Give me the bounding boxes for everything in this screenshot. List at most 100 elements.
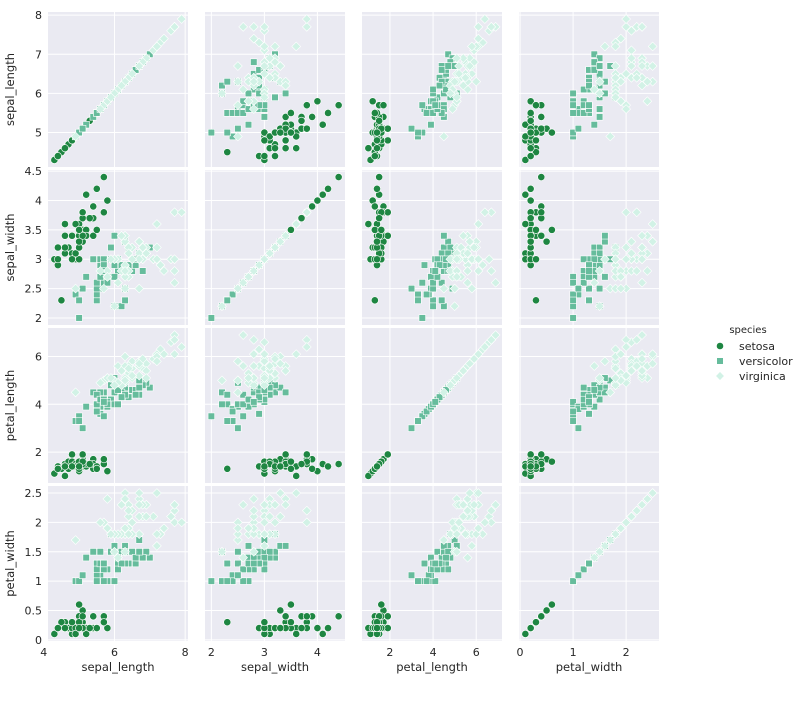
point-versicolor — [223, 391, 231, 399]
point-virginica — [458, 80, 469, 91]
point-virginica — [467, 541, 477, 551]
point-versicolor — [435, 261, 444, 269]
point-virginica — [259, 92, 270, 103]
y-tick-label: 6 — [35, 87, 42, 100]
point-virginica — [615, 283, 626, 294]
point-setosa — [532, 618, 540, 627]
point-virginica — [275, 511, 286, 522]
point-virginica — [490, 277, 501, 288]
point-setosa — [75, 237, 84, 246]
y-tick-label: 2 — [35, 516, 42, 529]
point-setosa — [521, 220, 530, 228]
point-versicolor — [574, 125, 582, 133]
point-virginica — [159, 523, 169, 534]
point-versicolor — [418, 412, 426, 420]
point-virginica — [259, 337, 270, 348]
point-versicolor — [423, 290, 431, 299]
point-virginica — [248, 22, 259, 32]
point-versicolor — [435, 393, 444, 401]
point-virginica — [486, 266, 497, 276]
point-virginica — [589, 84, 600, 95]
point-virginica — [301, 517, 312, 528]
point-virginica — [259, 356, 270, 367]
point-virginica — [647, 61, 658, 71]
points-group — [521, 488, 658, 638]
point-versicolor — [79, 571, 87, 579]
legend-marker-versicolor — [716, 357, 724, 365]
point-virginica — [647, 41, 658, 52]
points-group — [207, 14, 343, 164]
point-virginica — [462, 266, 473, 276]
point-virginica — [642, 96, 653, 107]
point-versicolor — [414, 296, 422, 304]
point-virginica — [447, 104, 458, 114]
point-versicolor — [569, 109, 577, 117]
point-virginica — [458, 230, 469, 241]
point-virginica — [605, 387, 616, 398]
point-setosa — [526, 462, 535, 471]
y-axis-title: petal_width — [3, 530, 17, 597]
point-setosa — [260, 462, 269, 471]
point-virginica — [176, 517, 187, 528]
point-setosa — [532, 148, 540, 157]
panel-petal_length-vs-sepal_length — [48, 328, 188, 483]
point-versicolor — [223, 78, 231, 86]
point-setosa — [271, 152, 279, 160]
point-versicolor — [234, 571, 242, 579]
point-setosa — [260, 136, 269, 145]
point-virginica — [259, 380, 270, 391]
point-versicolor — [110, 577, 119, 585]
point-virginica — [458, 366, 469, 376]
point-versicolor — [135, 548, 143, 556]
point-virginica — [159, 266, 169, 276]
x-tick-label: 2 — [208, 646, 215, 659]
point-setosa — [521, 132, 530, 141]
point-versicolor — [100, 559, 108, 568]
point-setosa — [547, 128, 556, 137]
point-setosa — [526, 152, 535, 160]
point-versicolor — [438, 296, 446, 304]
point-versicolor — [207, 314, 215, 322]
point-setosa — [260, 152, 269, 160]
point-virginica — [127, 370, 137, 381]
point-virginica — [264, 511, 275, 522]
point-virginica — [449, 301, 460, 312]
point-virginica — [116, 230, 127, 241]
point-versicolor — [585, 410, 593, 418]
point-versicolor — [407, 424, 416, 432]
point-versicolor — [420, 559, 429, 568]
point-virginica — [600, 41, 610, 52]
point-setosa — [61, 144, 69, 153]
point-versicolor — [569, 89, 577, 98]
point-versicolor — [580, 109, 588, 117]
point-virginica — [439, 283, 449, 294]
point-virginica — [589, 552, 600, 563]
point-virginica — [626, 366, 637, 376]
x-tick-label: 0 — [517, 646, 524, 659]
x-tick-label: 6 — [473, 646, 480, 659]
point-versicolor — [580, 565, 588, 573]
point-virginica — [152, 254, 162, 265]
point-virginica — [642, 494, 653, 504]
point-setosa — [89, 612, 98, 621]
point-versicolor — [423, 109, 431, 117]
point-setosa — [78, 208, 87, 217]
point-virginica — [148, 511, 159, 522]
point-virginica — [280, 499, 291, 510]
point-virginica — [301, 22, 312, 32]
point-virginica — [615, 523, 626, 534]
point-virginica — [631, 505, 642, 516]
point-virginica — [233, 387, 243, 398]
point-virginica — [233, 283, 243, 294]
point-virginica — [259, 541, 270, 551]
point-versicolor — [271, 93, 279, 101]
point-versicolor — [569, 101, 577, 109]
point-virginica — [451, 254, 462, 265]
y-tick-label: 4 — [35, 398, 42, 411]
point-virginica — [621, 517, 631, 528]
point-versicolor — [244, 121, 253, 129]
point-virginica — [134, 61, 145, 71]
point-setosa — [302, 612, 311, 621]
point-virginica — [248, 334, 259, 345]
point-versicolor — [82, 554, 90, 562]
